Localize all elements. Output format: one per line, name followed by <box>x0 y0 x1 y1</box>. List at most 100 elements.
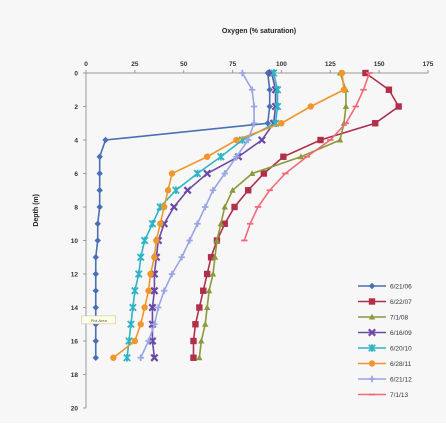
plot-area-tooltip-text: Plot Area <box>91 318 108 323</box>
y-tick-label: 0 <box>74 71 78 78</box>
marker-triangle <box>209 270 217 277</box>
marker-plus <box>209 187 217 194</box>
marker-triangle <box>213 237 221 244</box>
y-tick-label: 6 <box>74 171 78 178</box>
marker-x <box>368 328 376 337</box>
marker-star <box>140 236 149 245</box>
plot-area-tooltip-box <box>81 315 117 325</box>
marker-circle <box>145 287 152 294</box>
marker-square <box>245 187 252 194</box>
marker-star <box>273 102 282 111</box>
marker-square <box>317 136 324 144</box>
x-tick-label: 150 <box>374 61 385 68</box>
marker-square <box>231 203 238 211</box>
marker-plus <box>250 120 258 127</box>
marker-triangle <box>248 170 256 177</box>
x-tick-label: 25 <box>131 61 139 68</box>
marker-plus <box>239 69 246 77</box>
marker-circle <box>157 220 164 227</box>
marker-diamond <box>96 153 103 160</box>
legend-label: 6/21/12 <box>390 377 412 384</box>
marker-circle <box>153 237 160 244</box>
marker-plus <box>155 304 162 311</box>
legend-label: 7/1/08 <box>390 315 408 322</box>
marker-triangle <box>229 187 236 193</box>
marker-square <box>190 337 197 345</box>
marker-triangle <box>217 220 225 227</box>
marker-diamond <box>92 304 99 311</box>
marker-star <box>148 219 157 228</box>
marker-square <box>200 287 207 294</box>
x-tick-label: 100 <box>276 61 287 68</box>
marker-x <box>148 303 157 312</box>
marker-plus <box>248 86 256 93</box>
marker-star <box>217 152 225 161</box>
x-tick-label: 50 <box>180 61 188 68</box>
marker-circle <box>307 103 314 110</box>
marker-plus <box>221 170 228 177</box>
marker-circle <box>368 360 376 367</box>
marker-circle <box>203 153 211 160</box>
series-5 <box>123 69 282 362</box>
marker-circle <box>131 337 139 345</box>
marker-diamond <box>92 270 99 278</box>
marker-triangle <box>342 103 350 110</box>
marker-plus <box>186 237 193 244</box>
marker-star <box>136 253 145 262</box>
marker-diamond <box>266 103 273 110</box>
marker-triangle <box>211 254 219 260</box>
marker-circle <box>137 321 144 328</box>
marker-square <box>260 170 268 177</box>
series-line <box>112 72 345 359</box>
marker-plus <box>168 270 176 278</box>
marker-circle <box>160 203 168 211</box>
x-tick-label: 75 <box>229 61 237 68</box>
series-6 <box>110 69 348 361</box>
marker-x <box>183 186 192 195</box>
series-8 <box>241 72 373 242</box>
marker-diamond <box>92 254 99 261</box>
legend-label: 6/28/11 <box>390 361 412 368</box>
marker-star <box>129 303 137 312</box>
marker-plus <box>145 337 152 345</box>
marker-triangle <box>198 337 205 344</box>
series-line <box>198 72 347 358</box>
y-tick-label: 14 <box>71 305 79 312</box>
marker-diamond <box>92 287 99 294</box>
marker-diamond <box>96 170 103 177</box>
marker-square <box>190 354 197 361</box>
marker-plus <box>160 287 168 294</box>
marker-triangle <box>221 203 228 210</box>
marker-star <box>273 85 282 94</box>
marker-star <box>127 320 135 329</box>
legend-label: 7/1/13 <box>390 392 408 399</box>
marker-diamond <box>264 120 271 127</box>
series-1 <box>92 69 273 361</box>
marker-diamond <box>102 136 109 144</box>
marker-square <box>395 103 402 110</box>
series-2 <box>190 69 402 361</box>
marker-square <box>207 254 215 261</box>
y-tick-label: 2 <box>74 104 78 111</box>
marker-square <box>196 304 203 311</box>
legend-label: 6/20/10 <box>390 346 412 353</box>
y-axis-label: Depth (m) <box>33 194 40 227</box>
marker-circle <box>151 254 158 261</box>
marker-square <box>362 69 369 77</box>
marker-diamond <box>368 282 376 290</box>
marker-plus <box>250 103 258 110</box>
y-tick-label: 4 <box>74 138 78 145</box>
marker-circle <box>164 187 172 194</box>
marker-star <box>368 344 376 352</box>
x-tick-label: 0 <box>84 61 88 68</box>
marker-plus <box>202 203 209 211</box>
marker-triangle <box>368 313 376 320</box>
legend: 6/21/06 6/22/07 7/1/08 6/16/09 6/20/10 6/28/1… <box>358 282 412 399</box>
marker-star <box>269 69 278 77</box>
marker-triangle <box>203 304 211 311</box>
marker-triangle <box>336 136 344 143</box>
marker-square <box>385 86 393 93</box>
marker-plus <box>194 220 201 227</box>
marker-x <box>150 353 159 362</box>
marker-star <box>172 186 180 195</box>
